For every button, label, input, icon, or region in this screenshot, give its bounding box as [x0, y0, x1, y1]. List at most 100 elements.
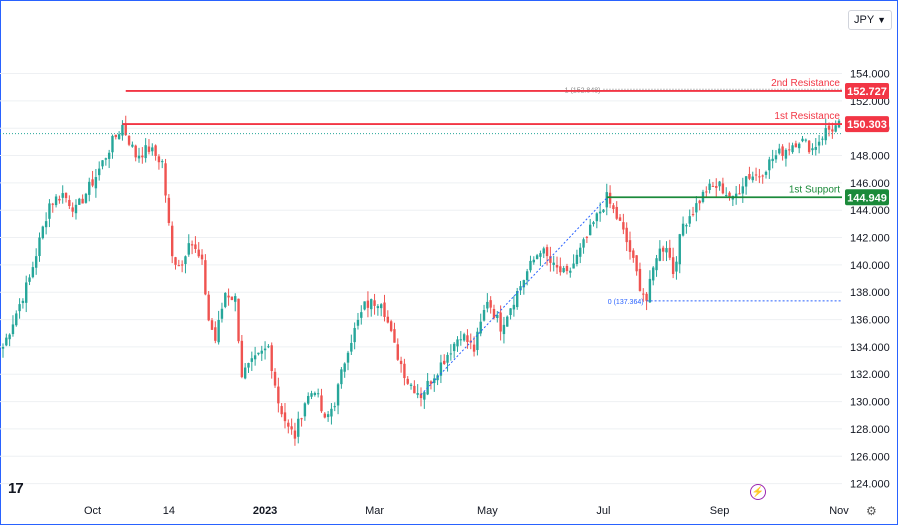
candle-body [260, 350, 263, 354]
candle-body [476, 331, 479, 351]
candle-body [801, 138, 804, 142]
candle-body [194, 244, 197, 250]
y-tick-label: 148.000 [850, 151, 890, 163]
candle-body [797, 143, 801, 149]
candle-body [804, 139, 808, 141]
candle-body [137, 155, 141, 159]
candle-body [267, 346, 270, 348]
candle-body [771, 158, 774, 162]
candle-body [728, 192, 731, 198]
candle-body [207, 294, 210, 321]
candle-body [8, 334, 11, 340]
candle-body [645, 293, 648, 301]
candle-body [167, 197, 171, 223]
candle-body [632, 250, 635, 258]
candle-body [472, 344, 476, 352]
candle-body [184, 256, 187, 265]
candle-body [41, 226, 45, 239]
candle-body [287, 422, 290, 427]
candle-body [174, 257, 177, 265]
candle-body [88, 181, 91, 195]
candle-body [326, 414, 330, 418]
candle-body [738, 193, 741, 195]
candle-body [243, 367, 247, 379]
candle-body [197, 249, 200, 257]
candle-body [227, 295, 230, 298]
candle-body [300, 418, 303, 420]
candle-body [164, 163, 167, 196]
candle-body [496, 314, 499, 319]
candle-body [360, 312, 363, 318]
y-tick-label: 140.000 [850, 260, 890, 272]
level-name: 1st Resistance [774, 111, 840, 122]
candle-body [638, 268, 642, 291]
candle-body [11, 324, 15, 335]
candle-body [482, 310, 486, 321]
candle-body [681, 223, 685, 236]
candle-body [237, 298, 240, 342]
x-tick-label: Oct [84, 505, 101, 517]
y-tick-label: 130.000 [850, 397, 890, 409]
candle-body [104, 158, 108, 160]
candle-body [532, 259, 535, 263]
candle-body [399, 360, 403, 365]
candle-body [695, 203, 698, 213]
candle-body [94, 177, 98, 189]
candle-body [373, 300, 376, 306]
candle-body [78, 198, 81, 205]
candle-body [618, 217, 622, 221]
candle-body [817, 141, 821, 146]
candle-body [68, 199, 71, 207]
gear-icon[interactable]: ⚙ [866, 504, 877, 518]
candle-body [161, 161, 164, 163]
candle-body [257, 352, 260, 355]
y-tick-label: 144.000 [850, 205, 890, 217]
y-tick-label: 134.000 [850, 342, 890, 354]
candle-body [363, 301, 366, 310]
y-tick-label: 138.000 [850, 287, 890, 299]
candle-body [439, 362, 443, 376]
candle-body [307, 395, 310, 404]
candle-body [323, 413, 326, 418]
candle-body [58, 198, 61, 201]
candle-body [688, 216, 691, 224]
candle-body [658, 248, 662, 261]
candle-body [353, 327, 356, 343]
fib-level-0-label: 0 (137.364) [608, 299, 644, 306]
candle-body [529, 260, 532, 271]
candle-body [778, 148, 781, 154]
candle-body [416, 393, 419, 395]
candle-body [15, 313, 18, 326]
candle-body [154, 145, 157, 156]
candle-body [313, 392, 317, 396]
candle-body [814, 146, 817, 150]
candle-body [744, 176, 748, 187]
candle-body [204, 260, 207, 295]
candle-body [270, 345, 273, 371]
candle-body [748, 174, 751, 179]
candle-body [512, 304, 516, 310]
candle-body [827, 125, 831, 130]
candle-body [346, 352, 350, 363]
candle-body [210, 320, 214, 330]
tradingview-logo[interactable]: 17 [8, 480, 24, 497]
candle-body [575, 254, 579, 265]
candle-body [615, 206, 618, 219]
candle-body [121, 124, 124, 136]
candle-body [383, 302, 386, 317]
candle-body [754, 174, 758, 176]
candle-body [350, 342, 353, 352]
candle-body [585, 236, 589, 238]
candle-body [303, 403, 307, 417]
level-price-tag [845, 82, 889, 99]
currency-selector[interactable]: JPY ▼ [848, 10, 892, 30]
candle-body [18, 304, 21, 312]
candle-body [466, 335, 469, 343]
candle-body [635, 255, 638, 272]
level-price-label: 152.727 [847, 86, 887, 98]
lightning-icon[interactable]: ⚡ [750, 484, 766, 500]
candle-body [114, 134, 117, 138]
candle-body [489, 300, 492, 308]
candle-body [492, 308, 496, 318]
